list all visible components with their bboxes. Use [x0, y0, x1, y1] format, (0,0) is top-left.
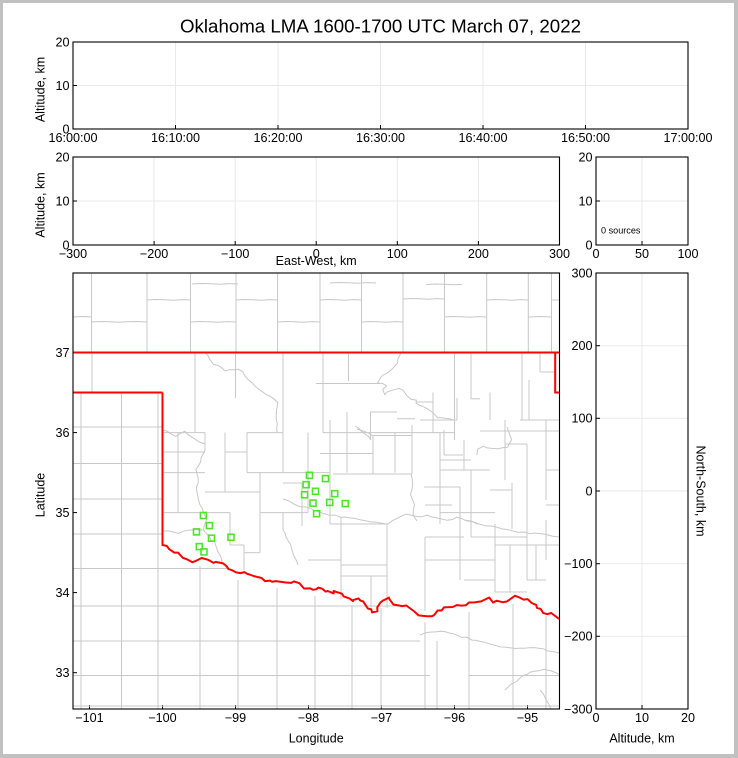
- svg-text:10: 10: [578, 194, 592, 208]
- svg-text:Altitude, km: Altitude, km: [34, 57, 48, 122]
- svg-text:100: 100: [387, 247, 408, 261]
- svg-text:0 sources: 0 sources: [601, 226, 641, 236]
- svg-text:East-West, km: East-West, km: [276, 254, 357, 268]
- svg-text:−99: −99: [225, 711, 246, 725]
- svg-text:34: 34: [55, 586, 69, 600]
- svg-text:−100: −100: [221, 247, 249, 261]
- svg-text:Altitude, km: Altitude, km: [609, 732, 674, 746]
- svg-text:10: 10: [55, 79, 69, 93]
- svg-text:16:30:00: 16:30:00: [356, 131, 405, 145]
- svg-text:16:20:00: 16:20:00: [253, 131, 302, 145]
- svg-text:20: 20: [681, 711, 695, 725]
- svg-text:0: 0: [585, 484, 592, 498]
- svg-text:36: 36: [55, 426, 69, 440]
- svg-text:37: 37: [55, 346, 69, 360]
- svg-text:100: 100: [571, 412, 592, 426]
- svg-text:0: 0: [313, 247, 320, 261]
- svg-text:300: 300: [571, 266, 592, 280]
- svg-text:−100: −100: [564, 557, 592, 571]
- svg-text:0: 0: [592, 711, 599, 725]
- svg-text:North-South, km: North-South, km: [694, 445, 708, 536]
- svg-text:10: 10: [55, 194, 69, 208]
- svg-text:−96: −96: [444, 711, 465, 725]
- svg-text:−200: −200: [140, 247, 168, 261]
- svg-text:200: 200: [468, 247, 489, 261]
- svg-text:50: 50: [635, 247, 649, 261]
- svg-text:16:00:00: 16:00:00: [48, 131, 97, 145]
- svg-text:−200: −200: [564, 630, 592, 644]
- svg-text:0: 0: [585, 238, 592, 252]
- svg-text:16:40:00: 16:40:00: [458, 131, 507, 145]
- svg-text:200: 200: [571, 339, 592, 353]
- svg-text:−101: −101: [75, 711, 103, 725]
- svg-text:Oklahoma LMA 1600-1700 UTC Mar: Oklahoma LMA 1600-1700 UTC March 07, 202…: [180, 16, 581, 37]
- svg-text:−95: −95: [517, 711, 538, 725]
- svg-text:−300: −300: [59, 247, 87, 261]
- svg-text:Longitude: Longitude: [289, 732, 344, 746]
- svg-text:33: 33: [55, 666, 69, 680]
- svg-text:−300: −300: [564, 702, 592, 716]
- svg-text:16:50:00: 16:50:00: [561, 131, 610, 145]
- svg-text:16:10:00: 16:10:00: [151, 131, 200, 145]
- svg-text:−98: −98: [298, 711, 319, 725]
- svg-text:300: 300: [549, 247, 570, 261]
- svg-text:0: 0: [62, 238, 69, 252]
- svg-text:100: 100: [677, 247, 698, 261]
- svg-text:Altitude, km: Altitude, km: [34, 172, 48, 237]
- svg-text:Latitude: Latitude: [34, 473, 48, 518]
- svg-text:−97: −97: [371, 711, 392, 725]
- svg-text:−100: −100: [148, 711, 176, 725]
- svg-text:20: 20: [55, 35, 69, 49]
- svg-text:0: 0: [592, 247, 599, 261]
- svg-text:35: 35: [55, 506, 69, 520]
- svg-text:20: 20: [55, 150, 69, 164]
- svg-text:10: 10: [635, 711, 649, 725]
- svg-text:20: 20: [578, 150, 592, 164]
- svg-text:17:00:00: 17:00:00: [663, 131, 712, 145]
- svg-text:0: 0: [62, 122, 69, 136]
